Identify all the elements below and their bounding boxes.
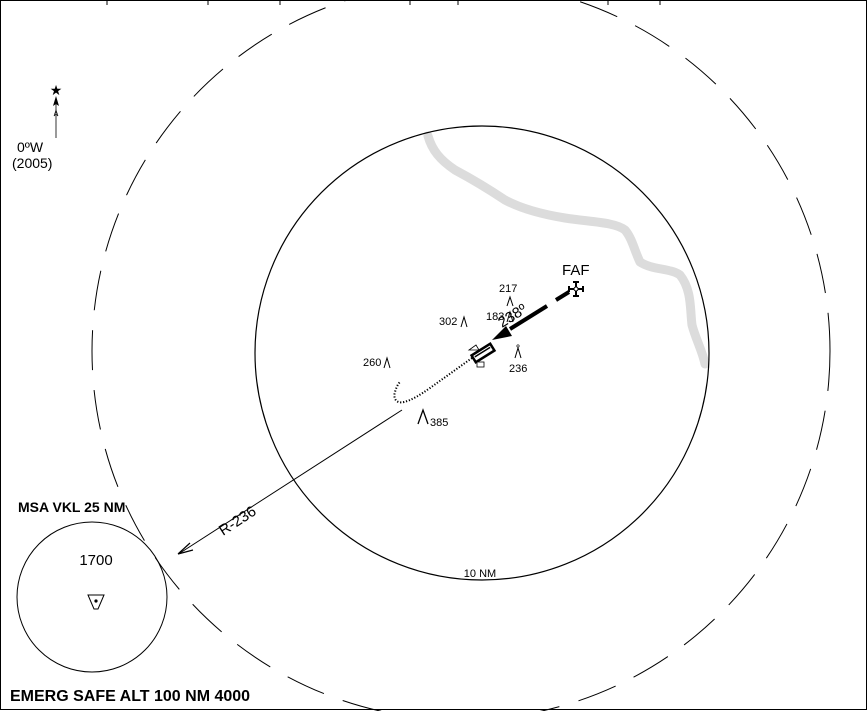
obstacle-183: 183 [486,310,514,323]
obstacle-icon [506,310,514,323]
faf-label: FAF [562,262,590,279]
variation-year: (2005) [12,155,52,171]
inner-range-circle [254,125,710,581]
obstacle-260: 260 [363,356,391,369]
obstacle-icon [460,315,468,328]
star-icon: ★ [50,82,63,98]
obstacle-icon [383,356,391,369]
msa-circle [16,521,168,673]
north-arrow-tail [53,109,59,117]
approach-arrow-head [492,326,512,340]
obstacle-light [516,344,520,348]
obstacle-label: 183 [486,311,504,323]
obstacle-label: 260 [363,357,381,369]
magnetic-variation: 0ºW [17,139,44,155]
outer-range-circle [91,0,831,711]
missed-approach-path [393,357,473,404]
obstacle-385: 385 [417,408,448,429]
north-arrow: ★ [50,82,63,138]
north-arrow-head [53,96,59,106]
radial-line [179,409,403,554]
vor-icon [87,594,105,610]
inner-circle-label: 10 NM [464,568,496,580]
radial-label: R-236 [216,503,260,540]
obstacle-label: 217 [499,283,517,295]
top-tick-marks [106,0,661,5]
obstacle-217: 217 [499,283,517,307]
obstacle-label: 385 [430,417,448,429]
faf-fix-icon [568,281,584,297]
obstacle-label: 236 [509,363,527,375]
river [423,131,710,369]
obstacle-icon [506,295,514,307]
obstacle-icon [417,408,429,425]
obstacle-label: 302 [439,316,457,328]
radial-arrow-head [177,542,194,555]
obstacle-236: 236 [509,344,527,375]
airport-runway [469,342,497,364]
msa-altitude: 1700 [79,552,112,569]
emergency-safe-altitude: EMERG SAFE ALT 100 NM 4000 [10,688,250,705]
msa-title: MSA VKL 25 NM [18,499,125,515]
obstacle-302: 302 [439,315,468,328]
final-approach-course [492,290,571,340]
obstacle-icon [514,346,522,359]
airport-buildings [467,344,485,368]
